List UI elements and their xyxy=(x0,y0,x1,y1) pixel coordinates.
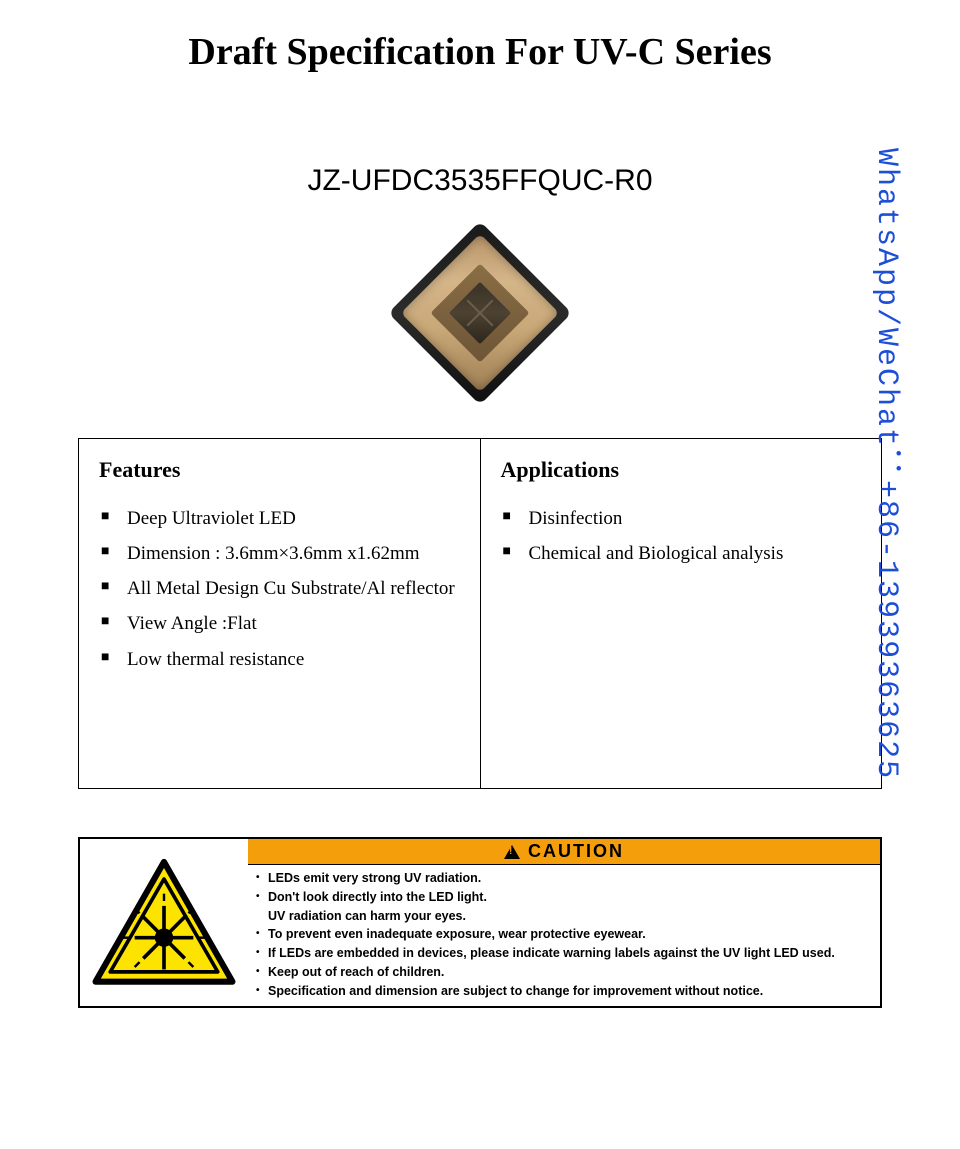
laser-hazard-icon xyxy=(89,857,239,989)
list-item: To prevent even inadequate exposure, wea… xyxy=(256,925,872,944)
warning-triangle-icon xyxy=(504,845,520,859)
list-item: All Metal Design Cu Substrate/Al reflect… xyxy=(99,571,460,606)
list-item: Deep Ultraviolet LED xyxy=(99,501,460,536)
list-item: View Angle :Flat xyxy=(99,606,460,641)
features-cell: Features Deep Ultraviolet LED Dimension … xyxy=(79,439,481,789)
list-item: Don't look directly into the LED light. xyxy=(256,888,872,907)
list-item: If LEDs are embedded in devices, please … xyxy=(256,944,872,963)
list-item: Keep out of reach of children. xyxy=(256,963,872,982)
features-heading: Features xyxy=(99,457,460,483)
caution-list: LEDs emit very strong UV radiation. Don'… xyxy=(248,865,880,1006)
list-item: UV radiation can harm your eyes. xyxy=(256,907,872,926)
info-table: Features Deep Ultraviolet LED Dimension … xyxy=(78,438,882,789)
applications-heading: Applications xyxy=(501,457,862,483)
part-number: JZ-UFDC3535FFQUC-R0 xyxy=(78,164,882,198)
caution-header-text: CAUTION xyxy=(528,841,624,862)
product-image xyxy=(395,228,565,398)
hazard-symbol xyxy=(80,839,248,1006)
page-title: Draft Specification For UV-C Series xyxy=(78,30,882,74)
list-item: Low thermal resistance xyxy=(99,642,460,677)
applications-list: Disinfection Chemical and Biological ana… xyxy=(501,501,862,571)
list-item: Disinfection xyxy=(501,501,862,536)
caution-header: CAUTION xyxy=(248,839,880,865)
list-item: Dimension : 3.6mm×3.6mm x1.62mm xyxy=(99,536,460,571)
caution-box: CAUTION LEDs emit very strong UV radiati… xyxy=(78,837,882,1008)
watermark-contact: WhatsApp/WeChat：+86-13939363625 xyxy=(864,148,908,780)
list-item: Specification and dimension are subject … xyxy=(256,982,872,1001)
features-list: Deep Ultraviolet LED Dimension : 3.6mm×3… xyxy=(99,501,460,677)
list-item: LEDs emit very strong UV radiation. xyxy=(256,869,872,888)
list-item: Chemical and Biological analysis xyxy=(501,536,862,571)
applications-cell: Applications Disinfection Chemical and B… xyxy=(480,439,882,789)
